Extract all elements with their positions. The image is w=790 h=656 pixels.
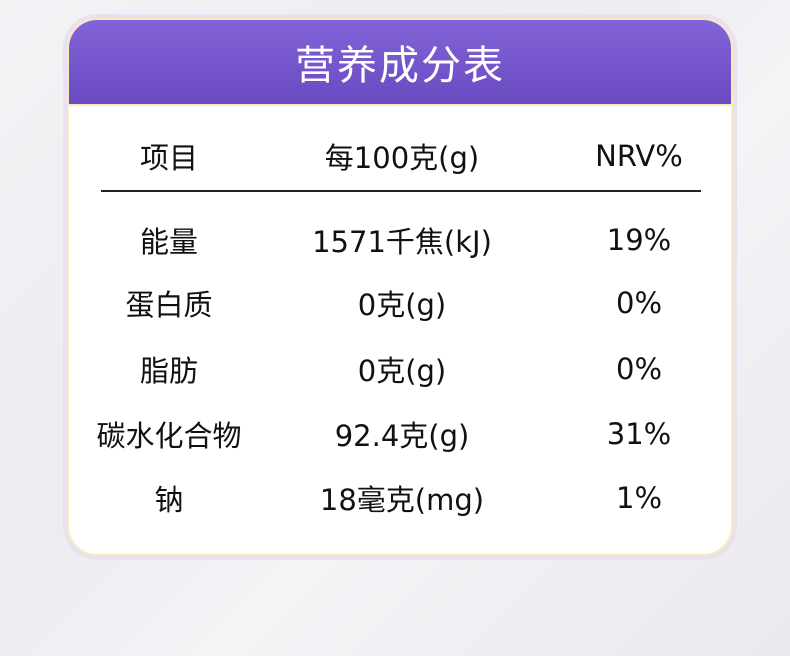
table-row: 脂肪 0克(g) 0% bbox=[69, 349, 731, 389]
nutrient-name: 蛋白质 bbox=[125, 288, 213, 322]
nutrient-amount: 0克(g) bbox=[357, 354, 447, 388]
nutrient-name: 脂肪 bbox=[139, 354, 199, 388]
table-row: 蛋白质 0克(g) 0% bbox=[69, 283, 731, 323]
nutrition-table: 营养成分表 项目 每100克(g) NRV% 能量 1571千焦(kJ) 19%… bbox=[67, 18, 733, 556]
header-divider bbox=[101, 190, 701, 192]
nutrient-amount: 1571千焦(kJ) bbox=[312, 225, 492, 259]
column-header-nrv: NRV% bbox=[595, 139, 683, 173]
table-row: 钠 18毫克(mg) 1% bbox=[69, 478, 731, 518]
nutrient-nrv: 1% bbox=[615, 481, 663, 515]
nutrient-nrv: 0% bbox=[615, 352, 663, 386]
column-header-item: 项目 bbox=[139, 141, 199, 175]
nutrient-amount: 92.4克(g) bbox=[334, 419, 470, 453]
nutrient-name: 能量 bbox=[139, 225, 199, 259]
table-title: 营养成分表 bbox=[295, 43, 505, 89]
column-header-row: 项目 每100克(g) NRV% bbox=[69, 136, 731, 176]
nutrient-name: 碳水化合物 bbox=[96, 419, 242, 453]
nutrient-name: 钠 bbox=[154, 483, 184, 517]
nutrient-nrv: 0% bbox=[615, 286, 663, 320]
nutrient-amount: 18毫克(mg) bbox=[319, 483, 485, 517]
table-header-banner: 营养成分表 bbox=[69, 20, 731, 106]
nutrient-nrv: 31% bbox=[606, 417, 672, 451]
table-row: 碳水化合物 92.4克(g) 31% bbox=[69, 414, 731, 454]
column-header-per100g: 每100克(g) bbox=[324, 141, 480, 175]
nutrient-nrv: 19% bbox=[606, 223, 672, 257]
table-row: 能量 1571千焦(kJ) 19% bbox=[69, 220, 731, 260]
nutrient-amount: 0克(g) bbox=[357, 288, 447, 322]
